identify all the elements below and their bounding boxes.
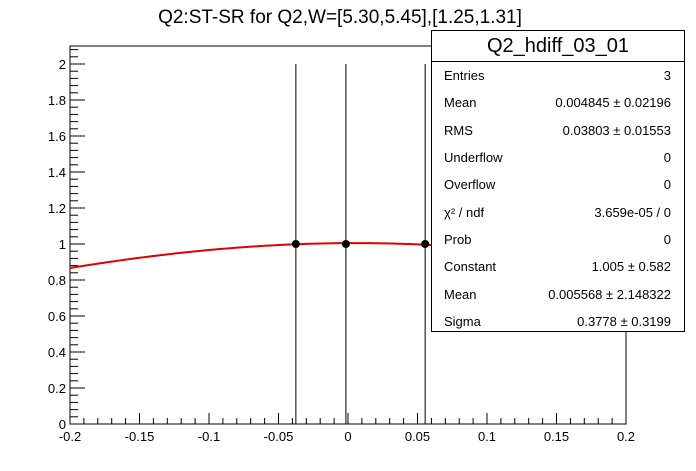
- stats-title: Q2_hdiff_03_01: [432, 31, 684, 62]
- data-point: [421, 240, 430, 248]
- stats-row: Entries 3: [432, 62, 684, 89]
- x-tick-label: 0.15: [544, 429, 569, 444]
- x-tick-label: -0.1: [198, 429, 220, 444]
- stats-key: Constant: [444, 259, 497, 275]
- stats-key: Mean: [444, 95, 477, 111]
- x-tick-label: 0.05: [405, 429, 430, 444]
- stats-row: Sigma 0.3778 ± 0.3199: [432, 308, 684, 335]
- stats-box: Q2_hdiff_03_01 Entries 3 Mean 0.004845 ± 0.…: [431, 30, 685, 332]
- stats-row: Mean 0.005568 ± 2.148322: [432, 280, 684, 307]
- y-tick-label: 0.6: [48, 309, 66, 324]
- stats-row: Prob 0: [432, 226, 684, 253]
- stats-value: 0: [663, 231, 671, 247]
- y-tick-label: 1.4: [48, 165, 66, 180]
- x-tick-label: 0.2: [617, 429, 635, 444]
- stats-value: 0: [663, 150, 671, 166]
- stats-value: 0.3778 ± 0.3199: [577, 313, 671, 329]
- stats-row: Constant 1.005 ± 0.582: [432, 253, 684, 280]
- stats-key: Mean: [444, 286, 477, 302]
- stats-row: χ² / ndf 3.659e-05 / 0: [432, 198, 684, 225]
- y-tick-label: 0.2: [48, 381, 66, 396]
- stats-row: Overflow 0: [432, 171, 684, 198]
- x-tick-label: -0.2: [59, 429, 81, 444]
- x-tick-label: 0.1: [478, 429, 496, 444]
- stats-row: RMS 0.03803 ± 0.01553: [432, 117, 684, 144]
- stats-value: 0: [663, 177, 671, 193]
- chart-title: Q2:ST-SR for Q2,W=[5.30,5.45],[1.25,1.31…: [158, 7, 522, 28]
- stats-value: 3: [663, 68, 671, 84]
- stats-key: Underflow: [444, 150, 503, 166]
- stats-key: Entries: [444, 68, 485, 84]
- stats-rows: Entries 3 Mean 0.004845 ± 0.02196 RMS 0.03803…: [432, 62, 684, 335]
- y-tick-label: 2: [59, 57, 66, 72]
- y-tick-label: 1.2: [48, 201, 66, 216]
- y-tick-label: 1.8: [48, 93, 66, 108]
- stats-key: Sigma: [444, 313, 481, 329]
- x-tick-label: -0.15: [125, 429, 155, 444]
- data-point: [341, 240, 350, 248]
- y-tick-label: 0: [59, 417, 66, 432]
- stats-value: 1.005 ± 0.582: [591, 259, 671, 275]
- stats-value: 3.659e-05 / 0: [594, 204, 671, 220]
- stats-value: 0.004845 ± 0.02196: [555, 95, 671, 111]
- stats-row: Mean 0.004845 ± 0.02196: [432, 89, 684, 116]
- data-points-layer: [291, 64, 430, 424]
- stats-key: RMS: [444, 122, 473, 138]
- stats-value: 0.03803 ± 0.01553: [562, 122, 671, 138]
- stats-key: Prob: [444, 231, 472, 247]
- stats-value: 0.005568 ± 2.148322: [548, 286, 671, 302]
- data-point: [291, 240, 300, 248]
- stats-key: Overflow: [444, 177, 496, 193]
- stats-key: χ² / ndf: [444, 204, 485, 220]
- y-tick-label: 0.4: [48, 345, 66, 360]
- x-tick-label: 0: [344, 429, 351, 444]
- x-tick-label: -0.05: [264, 429, 294, 444]
- stats-row: Underflow 0: [432, 144, 684, 171]
- y-tick-label: 1: [59, 237, 66, 252]
- y-tick-label: 1.6: [48, 129, 66, 144]
- y-tick-label: 0.8: [48, 273, 66, 288]
- axis-ticks: -0.2 -0.15 -0.1 -0.05 0 0.05 0.1 0.15 0.2 0 0.2 0.4…: [48, 49, 635, 444]
